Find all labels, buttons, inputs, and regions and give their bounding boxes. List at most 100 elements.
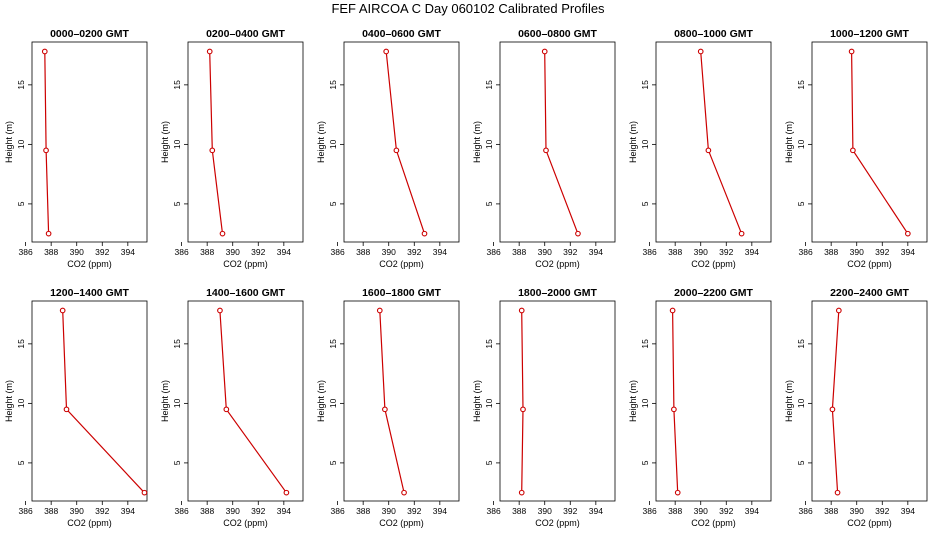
panel-8: 1400–1600 GMT 386 390 394 388 392 5 10 15 CO2 (pp… <box>160 287 304 528</box>
data-point <box>575 230 581 237</box>
x-tick-label: 394 <box>433 506 447 516</box>
x-axis-label: CO2 (ppm) <box>535 259 580 269</box>
y-tick-label: 5 <box>16 460 26 465</box>
x-tick-label-minor: 388 <box>824 247 838 257</box>
y-axis-label: Height (m) <box>472 380 482 422</box>
x-tick-label-minor: 388 <box>200 247 214 257</box>
x-tick-label: 386 <box>799 506 813 516</box>
panel-3: 0400–0600 GMT 386 390 394 388 392 5 10 15 CO2 (pp… <box>316 28 460 269</box>
x-axis-label: CO2 (ppm) <box>67 518 112 528</box>
panel-title: 1400–1600 GMT <box>206 287 285 299</box>
x-tick-label: 390 <box>226 247 240 257</box>
y-tick-label: 15 <box>328 339 338 349</box>
y-tick-label: 10 <box>16 398 26 408</box>
x-axis-label: CO2 (ppm) <box>847 259 892 269</box>
panels: 0000–0200 GMT 386 390 394 388 392 5 10 15 CO2 (pp… <box>4 28 928 528</box>
x-tick-label: 394 <box>277 247 291 257</box>
x-tick-label: 394 <box>121 247 135 257</box>
data-point <box>393 147 400 154</box>
panel-title: 2200–2400 GMT <box>830 287 909 299</box>
y-axis-label: Height (m) <box>316 380 326 422</box>
x-tick-label: 386 <box>643 247 657 257</box>
x-tick-label-minor: 392 <box>563 247 577 257</box>
data-point <box>697 48 704 55</box>
x-tick-label: 390 <box>382 506 396 516</box>
data-point <box>401 489 407 496</box>
y-tick-label: 5 <box>328 201 338 206</box>
x-tick-label-minor: 388 <box>44 506 58 516</box>
x-axis-label: CO2 (ppm) <box>223 518 268 528</box>
x-tick-label: 394 <box>901 247 915 257</box>
x-tick-label: 394 <box>745 247 759 257</box>
y-tick-label: 15 <box>484 80 494 90</box>
x-tick-label-minor: 388 <box>512 506 526 516</box>
x-tick-label: 394 <box>745 506 759 516</box>
y-axis-label: Height (m) <box>4 121 14 163</box>
plot-frame <box>811 300 928 502</box>
x-tick-label-minor: 388 <box>668 247 682 257</box>
y-axis-label: Height (m) <box>628 380 638 422</box>
x-axis-label: CO2 (ppm) <box>691 259 736 269</box>
x-tick-label: 394 <box>121 506 135 516</box>
y-tick-label: 15 <box>640 339 650 349</box>
x-tick-label: 390 <box>850 247 864 257</box>
data-point <box>217 307 223 314</box>
y-tick-label: 5 <box>796 460 806 465</box>
profile-line <box>44 51 50 234</box>
profile-line <box>672 310 679 493</box>
y-tick-label: 15 <box>796 80 806 90</box>
y-tick-label: 5 <box>640 460 650 465</box>
x-tick-label: 386 <box>643 506 657 516</box>
x-tick-label: 390 <box>226 506 240 516</box>
y-tick-label: 10 <box>484 139 494 149</box>
profile-line <box>62 310 145 494</box>
y-tick-label: 10 <box>796 139 806 149</box>
x-tick-label-minor: 392 <box>407 506 421 516</box>
panel-9: 1600–1800 GMT 386 390 394 388 392 5 10 15 CO2 (pp… <box>316 287 460 528</box>
plot-frame <box>499 300 616 502</box>
data-point <box>674 489 681 496</box>
x-tick-label-minor: 388 <box>824 506 838 516</box>
x-tick-label: 394 <box>277 506 291 516</box>
panel-title: 1800–2000 GMT <box>518 287 597 299</box>
x-tick-label: 386 <box>331 247 345 257</box>
data-point <box>850 147 856 154</box>
x-axis-label: CO2 (ppm) <box>691 518 736 528</box>
x-axis-label: CO2 (ppm) <box>379 259 424 269</box>
data-point <box>669 307 676 314</box>
y-tick-label: 10 <box>16 139 26 149</box>
y-axis-label: Height (m) <box>316 121 326 163</box>
y-axis-label: Height (m) <box>784 121 794 163</box>
panel-title: 0600–0800 GMT <box>518 28 597 40</box>
plot-frame <box>811 41 928 243</box>
x-tick-label: 386 <box>19 506 33 516</box>
profile-line <box>521 310 524 493</box>
x-tick-label-minor: 388 <box>512 247 526 257</box>
y-tick-label: 5 <box>640 201 650 206</box>
y-tick-label: 10 <box>640 398 650 408</box>
data-point <box>671 406 677 413</box>
data-point <box>383 48 390 55</box>
data-point <box>738 230 745 237</box>
y-tick-label: 5 <box>16 201 26 206</box>
profile-line <box>379 310 405 493</box>
profile-line <box>700 51 743 234</box>
plot-frame <box>343 300 460 502</box>
plot-frame <box>343 41 460 243</box>
x-tick-label: 390 <box>538 506 552 516</box>
y-axis-label: Height (m) <box>160 380 170 422</box>
y-tick-label: 15 <box>796 339 806 349</box>
y-axis-label: Height (m) <box>472 121 482 163</box>
y-axis-label: Height (m) <box>4 380 14 422</box>
x-tick-label: 386 <box>331 506 345 516</box>
y-tick-label: 15 <box>16 339 26 349</box>
x-tick-label-minor: 392 <box>407 247 421 257</box>
y-tick-label: 10 <box>484 398 494 408</box>
y-tick-label: 10 <box>328 398 338 408</box>
x-tick-label: 386 <box>487 247 501 257</box>
data-point <box>206 48 213 55</box>
x-axis-label: CO2 (ppm) <box>379 518 424 528</box>
data-point <box>848 48 855 55</box>
panel-title: 0800–1000 GMT <box>674 28 753 40</box>
